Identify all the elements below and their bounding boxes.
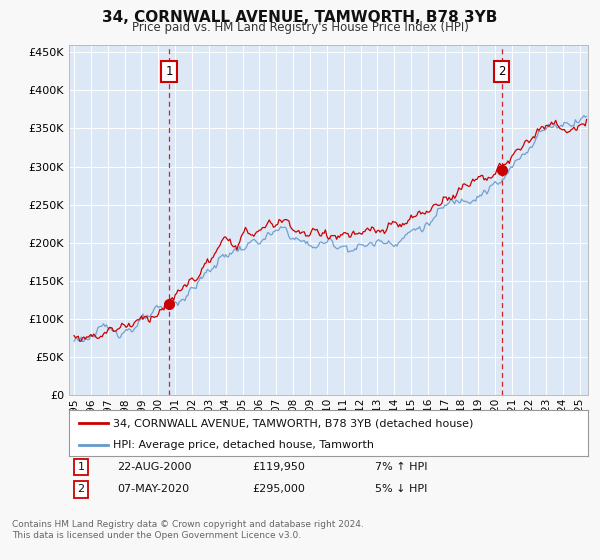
Text: 34, CORNWALL AVENUE, TAMWORTH, B78 3YB: 34, CORNWALL AVENUE, TAMWORTH, B78 3YB — [103, 10, 497, 25]
Text: This data is licensed under the Open Government Licence v3.0.: This data is licensed under the Open Gov… — [12, 531, 301, 540]
Text: 22-AUG-2000: 22-AUG-2000 — [117, 462, 191, 472]
Text: Contains HM Land Registry data © Crown copyright and database right 2024.: Contains HM Land Registry data © Crown c… — [12, 520, 364, 529]
Text: £295,000: £295,000 — [252, 484, 305, 494]
Text: 1: 1 — [77, 462, 85, 472]
Text: Price paid vs. HM Land Registry's House Price Index (HPI): Price paid vs. HM Land Registry's House … — [131, 21, 469, 34]
Text: 07-MAY-2020: 07-MAY-2020 — [117, 484, 189, 494]
Text: 7% ↑ HPI: 7% ↑ HPI — [375, 462, 427, 472]
Text: £119,950: £119,950 — [252, 462, 305, 472]
Text: 2: 2 — [498, 65, 505, 78]
Text: HPI: Average price, detached house, Tamworth: HPI: Average price, detached house, Tamw… — [113, 440, 374, 450]
Text: 2: 2 — [77, 484, 85, 494]
Text: 5% ↓ HPI: 5% ↓ HPI — [375, 484, 427, 494]
Text: 1: 1 — [166, 65, 173, 78]
Text: 34, CORNWALL AVENUE, TAMWORTH, B78 3YB (detached house): 34, CORNWALL AVENUE, TAMWORTH, B78 3YB (… — [113, 418, 473, 428]
